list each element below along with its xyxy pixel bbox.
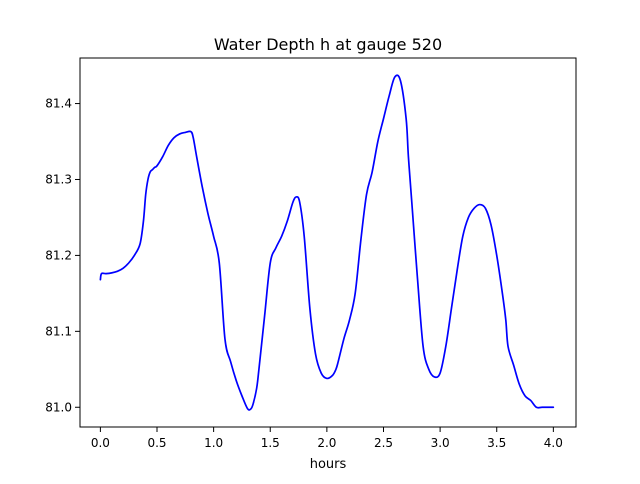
x-axis-label: hours	[310, 457, 347, 472]
y-tick-label: 81.1	[45, 324, 72, 338]
x-tick-label: 2.5	[374, 436, 393, 450]
x-axis-ticks: 0.0 0.5 1.0 1.5 2.0 2.5 3.0 3.5 4.0	[91, 427, 563, 450]
x-tick-label: 1.5	[261, 436, 280, 450]
plot-area-frame	[79, 57, 577, 428]
x-tick-label: 3.5	[487, 436, 506, 450]
x-tick-label: 0.5	[147, 436, 166, 450]
series-line-water-depth	[99, 74, 555, 411]
x-tick-label: 4.0	[544, 436, 563, 450]
x-tick-label: 2.0	[317, 436, 336, 450]
x-tick-label: 0.0	[91, 436, 110, 450]
y-axis-ticks: 81.0 81.1 81.2 81.3 81.4	[45, 97, 80, 414]
x-tick-label: 1.0	[204, 436, 223, 450]
chart-title: Water Depth h at gauge 520	[214, 35, 442, 54]
y-tick-label: 81.3	[45, 172, 72, 186]
y-tick-label: 81.4	[45, 97, 72, 111]
x-tick-label: 3.0	[431, 436, 450, 450]
y-tick-label: 81.0	[45, 400, 72, 414]
y-tick-label: 81.2	[45, 248, 72, 262]
